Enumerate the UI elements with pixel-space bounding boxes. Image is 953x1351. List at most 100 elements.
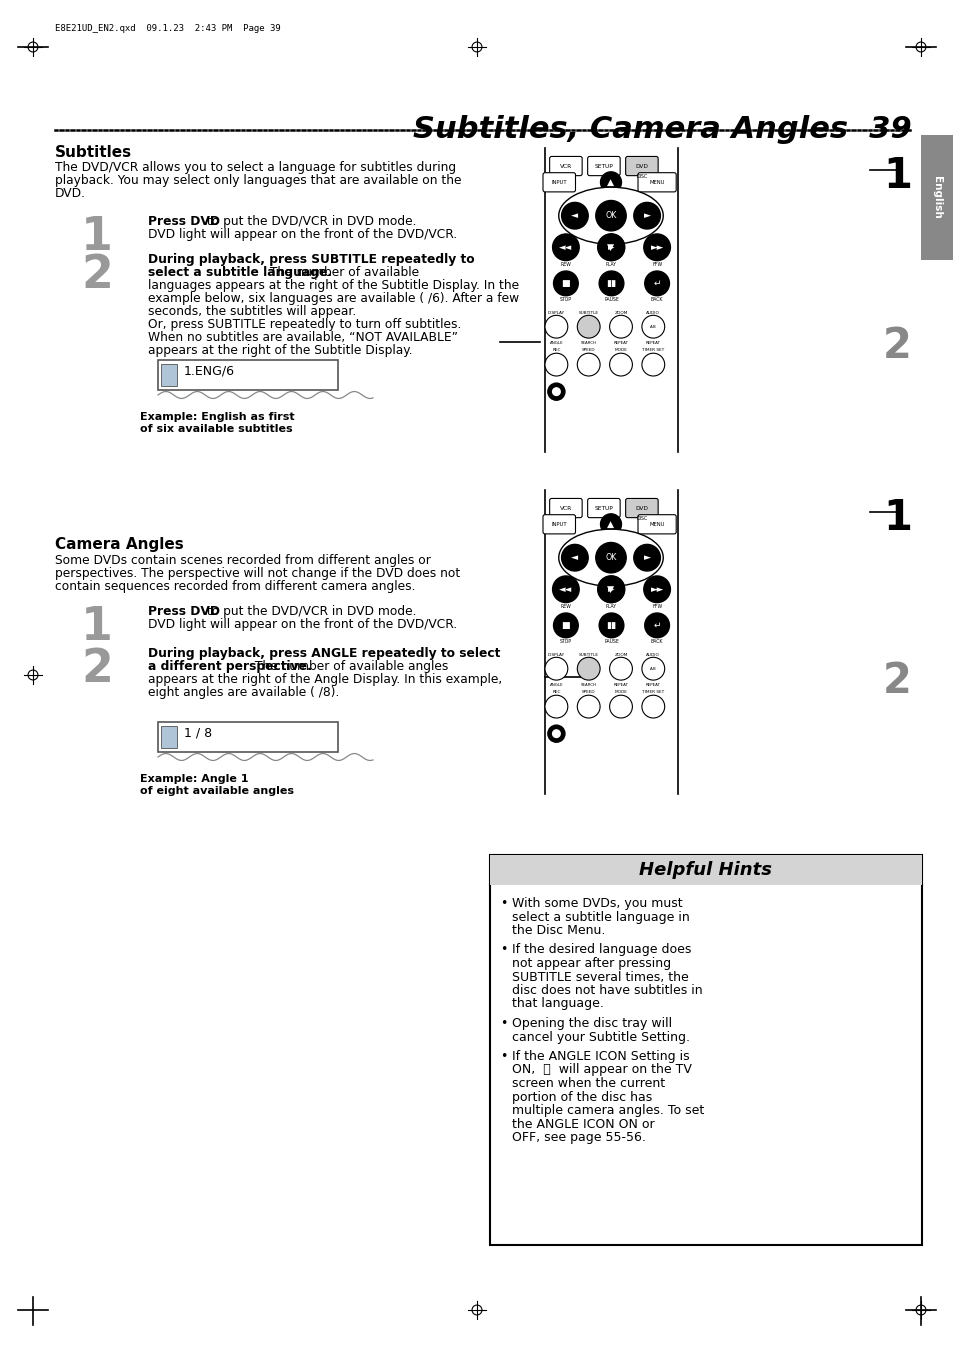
Text: PLAY: PLAY bbox=[605, 604, 617, 609]
Circle shape bbox=[600, 172, 620, 193]
Text: •: • bbox=[499, 1017, 507, 1029]
Circle shape bbox=[609, 658, 632, 680]
Text: SETUP: SETUP bbox=[594, 505, 613, 511]
Text: ◄◄: ◄◄ bbox=[558, 585, 572, 594]
Text: English: English bbox=[931, 176, 941, 219]
Circle shape bbox=[544, 353, 567, 376]
Circle shape bbox=[644, 613, 669, 638]
Text: appears at the right of the Subtitle Display.: appears at the right of the Subtitle Dis… bbox=[148, 345, 413, 357]
FancyBboxPatch shape bbox=[549, 157, 581, 176]
Circle shape bbox=[577, 315, 599, 338]
Bar bbox=[920, 135, 953, 259]
Text: portion of the disc has: portion of the disc has bbox=[512, 1090, 652, 1104]
Text: REPEAT: REPEAT bbox=[645, 340, 660, 345]
Text: languages appears at the right of the Subtitle Display. In the: languages appears at the right of the Su… bbox=[148, 280, 518, 292]
Text: 2: 2 bbox=[81, 253, 112, 299]
Text: perspectives. The perspective will not change if the DVD does not: perspectives. The perspective will not c… bbox=[55, 567, 459, 580]
Text: 1.ENG/6: 1.ENG/6 bbox=[184, 365, 234, 378]
Text: During playback, press ANGLE repeatedly to select: During playback, press ANGLE repeatedly … bbox=[148, 647, 500, 661]
Circle shape bbox=[598, 234, 623, 261]
Text: OFF, see page 55-56.: OFF, see page 55-56. bbox=[512, 1131, 645, 1144]
Text: ↵: ↵ bbox=[653, 278, 660, 288]
Text: ▮▮: ▮▮ bbox=[606, 278, 616, 288]
Bar bbox=[490, 855, 921, 885]
FancyBboxPatch shape bbox=[638, 173, 676, 192]
Text: BACK: BACK bbox=[650, 297, 662, 303]
Text: Subtitles, Camera Angles  39: Subtitles, Camera Angles 39 bbox=[413, 115, 911, 145]
Text: ►►: ►► bbox=[650, 243, 663, 251]
Text: Example: Angle 1: Example: Angle 1 bbox=[140, 774, 248, 784]
Text: TIMER SET: TIMER SET bbox=[641, 690, 663, 694]
Text: 1 / 8: 1 / 8 bbox=[184, 727, 212, 740]
Circle shape bbox=[598, 234, 624, 261]
Text: contain sequences recorded from different camera angles.: contain sequences recorded from differen… bbox=[55, 580, 416, 593]
Bar bbox=[158, 721, 337, 753]
Text: ANGLE: ANGLE bbox=[549, 340, 562, 345]
Text: of eight available angles: of eight available angles bbox=[140, 786, 294, 796]
FancyBboxPatch shape bbox=[542, 173, 575, 192]
Text: cancel your Subtitle Setting.: cancel your Subtitle Setting. bbox=[512, 1031, 689, 1043]
Text: VCR: VCR bbox=[559, 163, 572, 169]
Circle shape bbox=[552, 234, 578, 261]
Text: 2: 2 bbox=[882, 661, 911, 703]
Circle shape bbox=[598, 576, 624, 603]
Text: ►: ► bbox=[643, 553, 650, 562]
Text: INPUT: INPUT bbox=[551, 180, 566, 185]
Text: PAUSE: PAUSE bbox=[603, 297, 618, 303]
Text: OK: OK bbox=[604, 553, 616, 562]
Text: 1: 1 bbox=[81, 605, 112, 650]
Text: of six available subtitles: of six available subtitles bbox=[140, 424, 293, 434]
Text: 1: 1 bbox=[81, 215, 112, 259]
Circle shape bbox=[609, 315, 632, 338]
Text: ■: ■ bbox=[561, 278, 570, 288]
Circle shape bbox=[609, 696, 632, 717]
Text: MODE: MODE bbox=[614, 690, 627, 694]
Text: ↵: ↵ bbox=[653, 621, 660, 630]
Circle shape bbox=[596, 200, 625, 231]
Circle shape bbox=[633, 203, 659, 228]
Text: MODE: MODE bbox=[614, 349, 627, 353]
Text: DISPLAY: DISPLAY bbox=[547, 311, 564, 315]
Text: Subtitles: Subtitles bbox=[55, 145, 132, 159]
Text: appears at the right of the Angle Display. In this example,: appears at the right of the Angle Displa… bbox=[148, 673, 501, 686]
Circle shape bbox=[552, 388, 559, 396]
Text: ▲: ▲ bbox=[607, 520, 614, 528]
Text: When no subtitles are available, “NOT AVAILABLE”: When no subtitles are available, “NOT AV… bbox=[148, 331, 457, 345]
Circle shape bbox=[544, 658, 567, 680]
Text: ZOOM: ZOOM bbox=[614, 653, 627, 657]
Text: eight angles are available ( /8).: eight angles are available ( /8). bbox=[148, 686, 339, 698]
Text: Press DVD: Press DVD bbox=[148, 215, 220, 228]
Text: •: • bbox=[499, 943, 507, 957]
Text: ▲: ▲ bbox=[607, 178, 614, 186]
Text: a different perspective.: a different perspective. bbox=[148, 661, 312, 673]
Text: ANGLE: ANGLE bbox=[549, 682, 562, 686]
Text: ▼: ▼ bbox=[607, 243, 614, 251]
Text: REPEAT: REPEAT bbox=[613, 340, 628, 345]
Text: INPUT: INPUT bbox=[551, 521, 566, 527]
Text: PAUSE: PAUSE bbox=[603, 639, 618, 644]
Circle shape bbox=[641, 353, 664, 376]
Text: •: • bbox=[499, 1050, 507, 1063]
Circle shape bbox=[633, 544, 659, 571]
Text: DVD: DVD bbox=[635, 505, 648, 511]
Text: SUBTITLE several times, the: SUBTITLE several times, the bbox=[512, 970, 688, 984]
Circle shape bbox=[577, 353, 599, 376]
Text: ZOOM: ZOOM bbox=[614, 311, 627, 315]
Circle shape bbox=[641, 696, 664, 717]
FancyBboxPatch shape bbox=[625, 499, 658, 517]
Circle shape bbox=[553, 272, 578, 296]
Text: example below, six languages are available ( /6). After a few: example below, six languages are availab… bbox=[148, 292, 518, 305]
Bar bbox=[161, 725, 177, 748]
Text: ◄◄: ◄◄ bbox=[558, 243, 572, 251]
Text: to put the DVD/VCR in DVD mode.: to put the DVD/VCR in DVD mode. bbox=[203, 605, 416, 617]
Text: FFW: FFW bbox=[651, 262, 661, 267]
Text: SEARCH: SEARCH bbox=[580, 682, 596, 686]
Bar bbox=[161, 363, 177, 386]
Text: that language.: that language. bbox=[512, 997, 603, 1011]
Ellipse shape bbox=[558, 188, 662, 245]
Text: BACK: BACK bbox=[650, 639, 662, 644]
Text: disc does not have subtitles in: disc does not have subtitles in bbox=[512, 984, 702, 997]
Text: select a subtitle language.: select a subtitle language. bbox=[148, 266, 332, 280]
Text: AUDIO: AUDIO bbox=[646, 653, 659, 657]
Text: ▼: ▼ bbox=[607, 585, 614, 594]
